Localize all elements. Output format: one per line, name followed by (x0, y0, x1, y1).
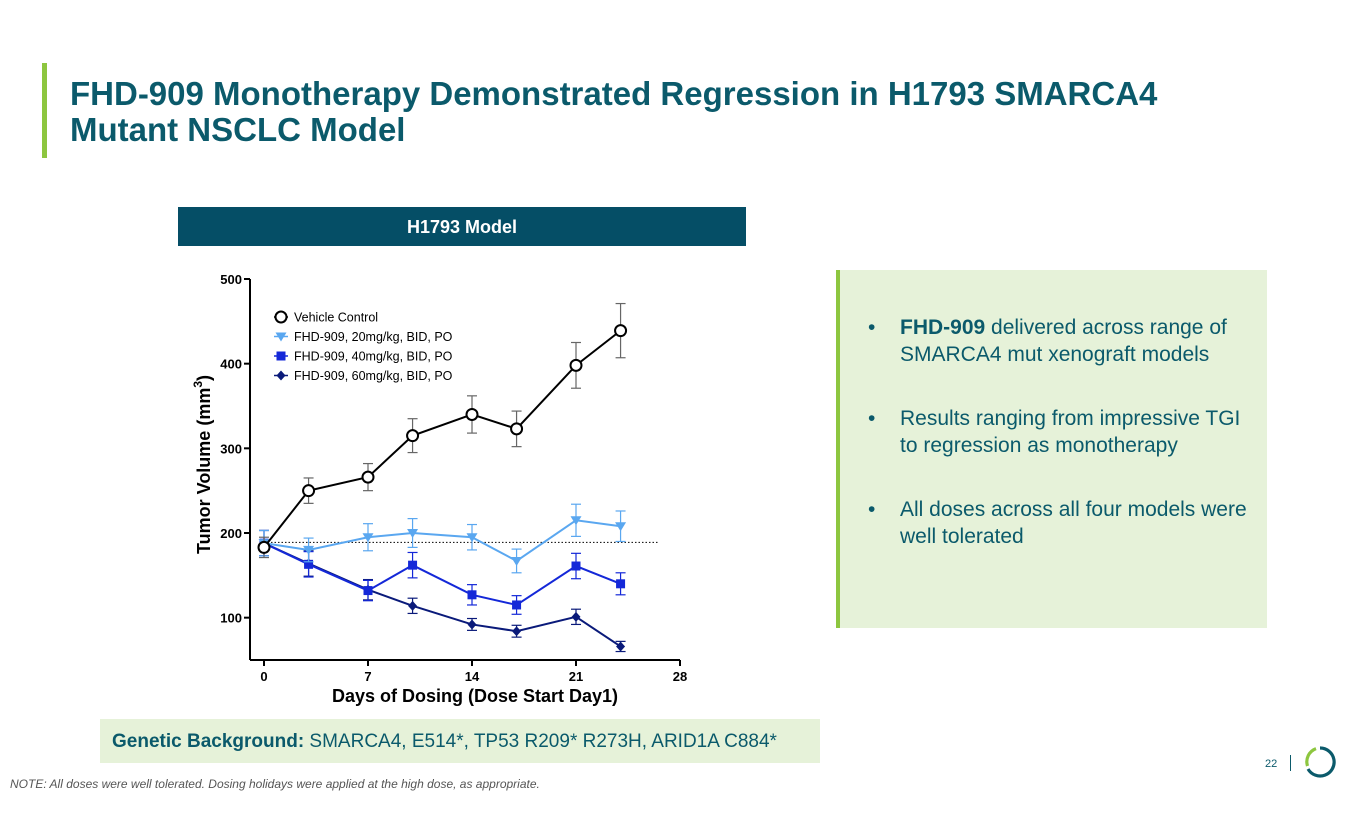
legend-marker (275, 332, 287, 342)
model-header: H1793 Model (178, 207, 746, 246)
page-separator (1290, 755, 1291, 771)
y-tick-label: 300 (220, 441, 242, 456)
data-point (511, 556, 523, 566)
bullet-item: • Results ranging from impressive TGI to … (868, 405, 1258, 459)
y-axis-label-main: Tumor Volume (mm (194, 388, 214, 554)
legend-marker (276, 370, 286, 381)
series-2 (259, 529, 626, 615)
data-point (407, 529, 419, 538)
title-accent-bar (42, 63, 47, 158)
data-point (466, 533, 478, 543)
data-point (408, 600, 418, 611)
page-number: 22 (1265, 758, 1278, 770)
data-point (571, 561, 581, 571)
y-tick-label: 100 (220, 611, 242, 626)
summary-panel: • FHD-909 delivered across range of SMARC… (836, 270, 1267, 628)
bullet-item: • FHD-909 delivered across range of SMARC… (868, 314, 1258, 368)
data-point (406, 429, 420, 443)
data-point (571, 611, 581, 622)
bullet-text: All doses across all four models were we… (900, 498, 1247, 548)
data-point (257, 540, 271, 554)
genetic-value: SMARCA4, E514*, TP53 R209* R273H, ARID1A… (304, 731, 777, 752)
y-tick-label: 200 (220, 526, 242, 541)
page-title: FHD-909 Monotherapy Demonstrated Regress… (70, 75, 1158, 148)
data-point (616, 641, 626, 652)
bullet-marker: • (868, 316, 876, 339)
series-line (263, 542, 622, 648)
bullet-text: Results ranging from impressive TGI to r… (900, 407, 1241, 457)
series-line (263, 519, 621, 563)
y-axis-label-sup: 3 (191, 381, 205, 388)
series-1 (258, 503, 627, 574)
data-point (614, 324, 628, 338)
data-point (512, 626, 522, 637)
x-tick-label: 28 (673, 669, 687, 684)
data-point (512, 600, 522, 610)
legend-label: Vehicle Control (294, 311, 378, 325)
bullet-item: • All doses across all four models were w… (868, 496, 1258, 550)
footnote: NOTE: All doses were well tolerated. Dos… (10, 777, 540, 791)
logo-arc-green (1305, 747, 1317, 767)
x-axis-label: Days of Dosing (Dose Start Day1) (332, 686, 618, 706)
legend-marker (274, 310, 288, 324)
legend-marker (276, 351, 286, 361)
bullet-marker: • (868, 498, 876, 521)
legend-label: FHD-909, 40mg/kg, BID, PO (294, 350, 453, 364)
y-axis-label: Tumor Volume (mm3) (191, 375, 214, 554)
data-point (467, 619, 477, 630)
bullet-text: delivered across range of SMARCA4 mut xe… (900, 316, 1227, 366)
x-tick-label: 14 (465, 669, 480, 684)
legend-label: FHD-909, 60mg/kg, BID, PO (294, 369, 453, 383)
x-tick-label: 21 (569, 669, 583, 684)
logo-arc-dark (1306, 746, 1336, 778)
x-tick-label: 7 (364, 669, 371, 684)
genetic-label: Genetic Background: (112, 731, 305, 752)
company-logo-icon (1305, 746, 1336, 778)
data-point (302, 484, 316, 498)
data-point (465, 407, 479, 421)
data-point (303, 545, 315, 555)
data-point (363, 586, 373, 596)
series-line (263, 329, 622, 549)
tumor-volume-chart: 100 200 300 400 500 0 7 14 21 28 Days of Dosing (D… (191, 272, 687, 706)
series-line (263, 542, 621, 607)
data-point (615, 522, 627, 532)
data-point (616, 579, 626, 589)
data-point (467, 590, 477, 600)
y-tick-label: 400 (220, 357, 242, 372)
data-point (408, 560, 418, 570)
genetic-background: Genetic Background: SMARCA4, E514*, TP53… (100, 719, 820, 763)
data-point (361, 470, 375, 484)
chart-legend: Vehicle Control FHD-909, 20mg/kg, BID, PO… (274, 310, 453, 383)
data-point (570, 516, 582, 526)
data-point (569, 358, 583, 372)
y-axis-label-close: ) (194, 375, 214, 381)
summary-bullets: • FHD-909 delivered across range of SMARC… (868, 314, 1258, 587)
series-0 (257, 302, 628, 559)
data-point (362, 533, 374, 543)
bullet-bold: FHD-909 (900, 316, 986, 339)
data-point (510, 422, 524, 436)
legend-label: FHD-909, 20mg/kg, BID, PO (294, 330, 453, 344)
y-tick-label: 500 (220, 272, 242, 287)
data-point (304, 559, 314, 569)
x-tick-label: 0 (260, 669, 267, 684)
bullet-marker: • (868, 407, 876, 430)
